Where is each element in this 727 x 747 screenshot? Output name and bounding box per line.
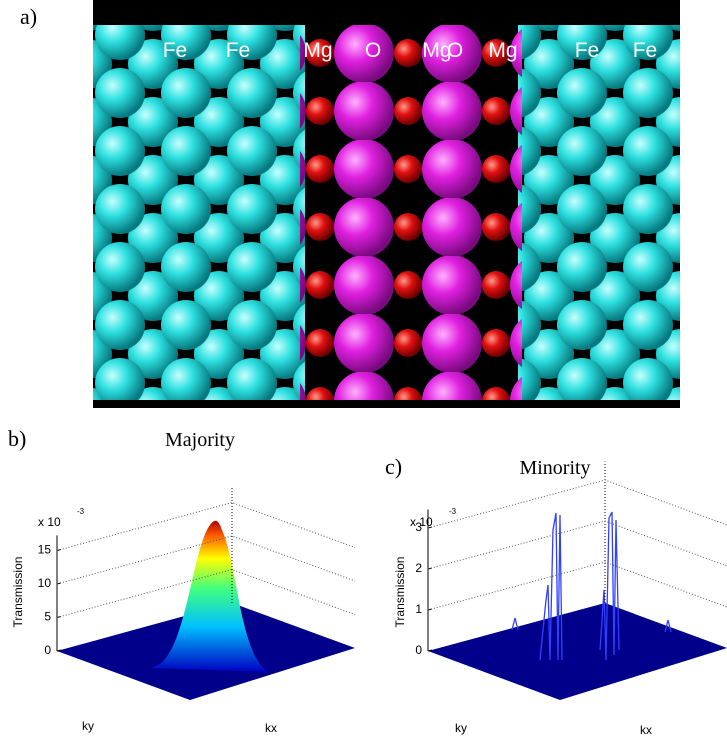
- mgo-region: [300, 25, 522, 400]
- scale-exponent: -3: [449, 507, 457, 516]
- grid-line: [428, 480, 727, 528]
- atom-label: O: [365, 39, 381, 62]
- page: {"panels": { "a": {"label": "a)", "atoms…: [0, 0, 727, 747]
- panel-title: Minority: [519, 457, 590, 479]
- grid-line: [428, 521, 727, 569]
- fe-region: [518, 25, 680, 400]
- z-tick-label: 3: [415, 520, 422, 534]
- atom-label: Fe: [575, 39, 600, 62]
- z-tick-label: 15: [38, 543, 52, 557]
- z-tick-label: 10: [38, 576, 52, 590]
- x-label: kx: [265, 721, 277, 735]
- scale-exponent: -3: [77, 507, 85, 516]
- fe-region: [93, 25, 305, 400]
- figure: a) FeFeMgOMgOMgFeFe b) Majority x 10 -3 …: [0, 0, 727, 742]
- atom-label: Fe: [226, 39, 251, 62]
- scale-base: x 10: [38, 515, 61, 529]
- z-tick-label: 1: [415, 602, 422, 616]
- y-label: ky: [455, 721, 467, 735]
- atom-label: Mg: [488, 39, 517, 62]
- z-tick-label: 0: [44, 643, 51, 657]
- panel-title: Majority: [165, 429, 235, 451]
- floor: [428, 603, 727, 700]
- atom-label: Fe: [633, 39, 658, 62]
- z-tick-label: 0: [415, 643, 422, 657]
- x-label: kx: [640, 723, 652, 737]
- grid-line: [428, 562, 727, 610]
- atom-label: Fe: [163, 39, 188, 62]
- z-tick-label: 5: [44, 610, 51, 624]
- atom-label: Mg: [303, 39, 332, 62]
- panel-label: a): [20, 4, 37, 29]
- z-tick-label: 2: [415, 561, 422, 575]
- y-label: ky: [82, 719, 94, 733]
- panel-label: c): [385, 454, 402, 479]
- atom-label: O: [447, 39, 463, 62]
- panel-label: b): [8, 426, 26, 451]
- z-label: Transmission: [393, 557, 407, 628]
- z-label: Transmission: [11, 557, 25, 628]
